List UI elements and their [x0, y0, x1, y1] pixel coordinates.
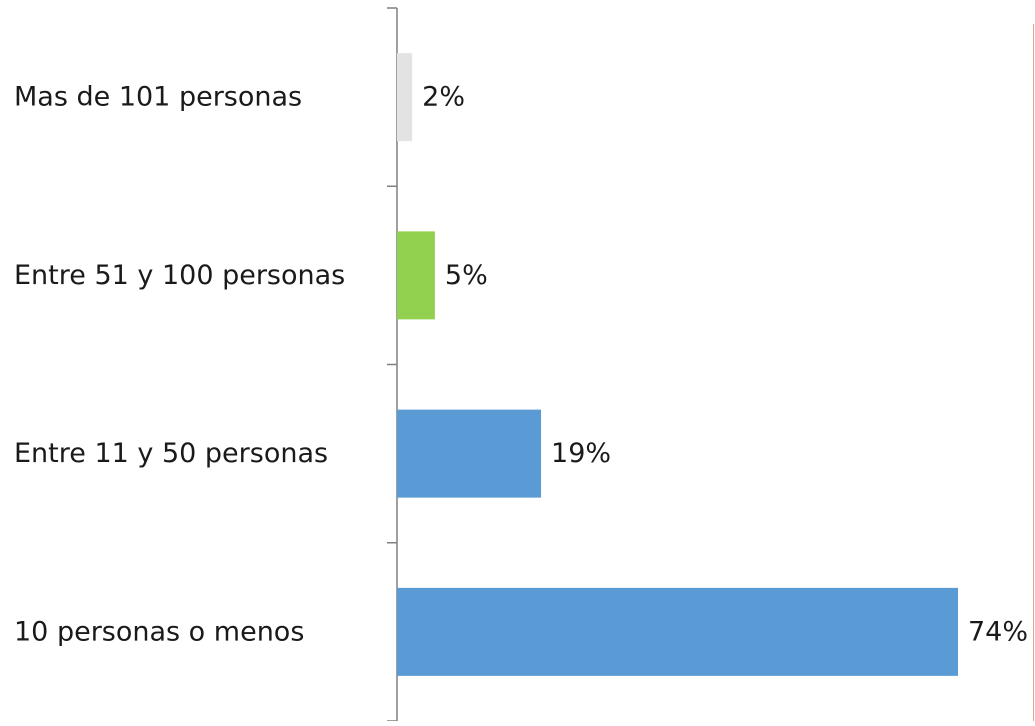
data-labels: 2% 5% 19% 74%	[422, 82, 1028, 648]
category-label: Entre 51 y 100 personas	[14, 260, 345, 291]
category-label: Mas de 101 personas	[14, 82, 302, 113]
value-label: 5%	[445, 260, 488, 291]
bars	[397, 53, 958, 676]
bar	[397, 53, 413, 142]
bar	[397, 409, 542, 498]
frame-edge	[1033, 24, 1034, 721]
category-labels: Mas de 101 personas Entre 51 y 100 person…	[14, 82, 345, 648]
category-label: 10 personas o menos	[14, 616, 304, 647]
bar	[397, 587, 958, 676]
value-label: 2%	[422, 82, 465, 113]
category-label: Entre 11 y 50 personas	[14, 438, 328, 469]
bar	[397, 231, 435, 320]
value-label: 19%	[551, 438, 611, 469]
category-axis	[387, 7, 398, 722]
value-label: 74%	[968, 616, 1028, 647]
